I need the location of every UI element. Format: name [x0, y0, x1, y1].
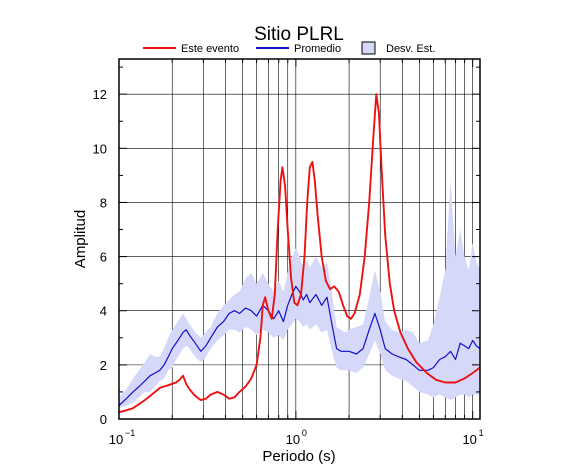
x-tick-exponent: −1	[125, 428, 135, 438]
y-tick-label: 8	[100, 195, 107, 210]
y-tick-label: 4	[100, 304, 107, 319]
x-tick-exponent: 0	[302, 428, 307, 438]
series-layer	[118, 93, 481, 414]
legend-swatch-desv-est	[361, 41, 376, 55]
plot-frame	[118, 58, 481, 420]
x-tick-exponent: 1	[479, 428, 484, 438]
y-axis-label: Amplitud	[72, 210, 89, 268]
y-tick-label: 0	[100, 412, 107, 427]
x-tick-label: 10	[109, 432, 123, 447]
y-tick-label: 12	[93, 87, 107, 102]
legend-label-desv-est: Desv. Est.	[386, 43, 435, 55]
x-tick-label: 10	[286, 432, 300, 447]
y-tick-label: 2	[100, 358, 107, 373]
legend-label-este-evento: Este evento	[181, 43, 239, 55]
series-line-este-evento	[118, 93, 481, 414]
x-tick-label: 10	[462, 432, 476, 447]
std-dev-band-layer	[119, 180, 480, 409]
series-line-promedio	[118, 285, 481, 406]
std-dev-band	[119, 180, 480, 409]
y-tick-label: 6	[100, 250, 107, 265]
y-tick-label: 10	[93, 141, 107, 156]
chart-legend: Este evento Promedio Desv. Est.	[143, 41, 435, 55]
x-axis-label: Periodo (s)	[262, 448, 335, 465]
chart-title: Sitio PLRL	[254, 24, 344, 45]
legend-label-promedio: Promedio	[294, 43, 341, 55]
